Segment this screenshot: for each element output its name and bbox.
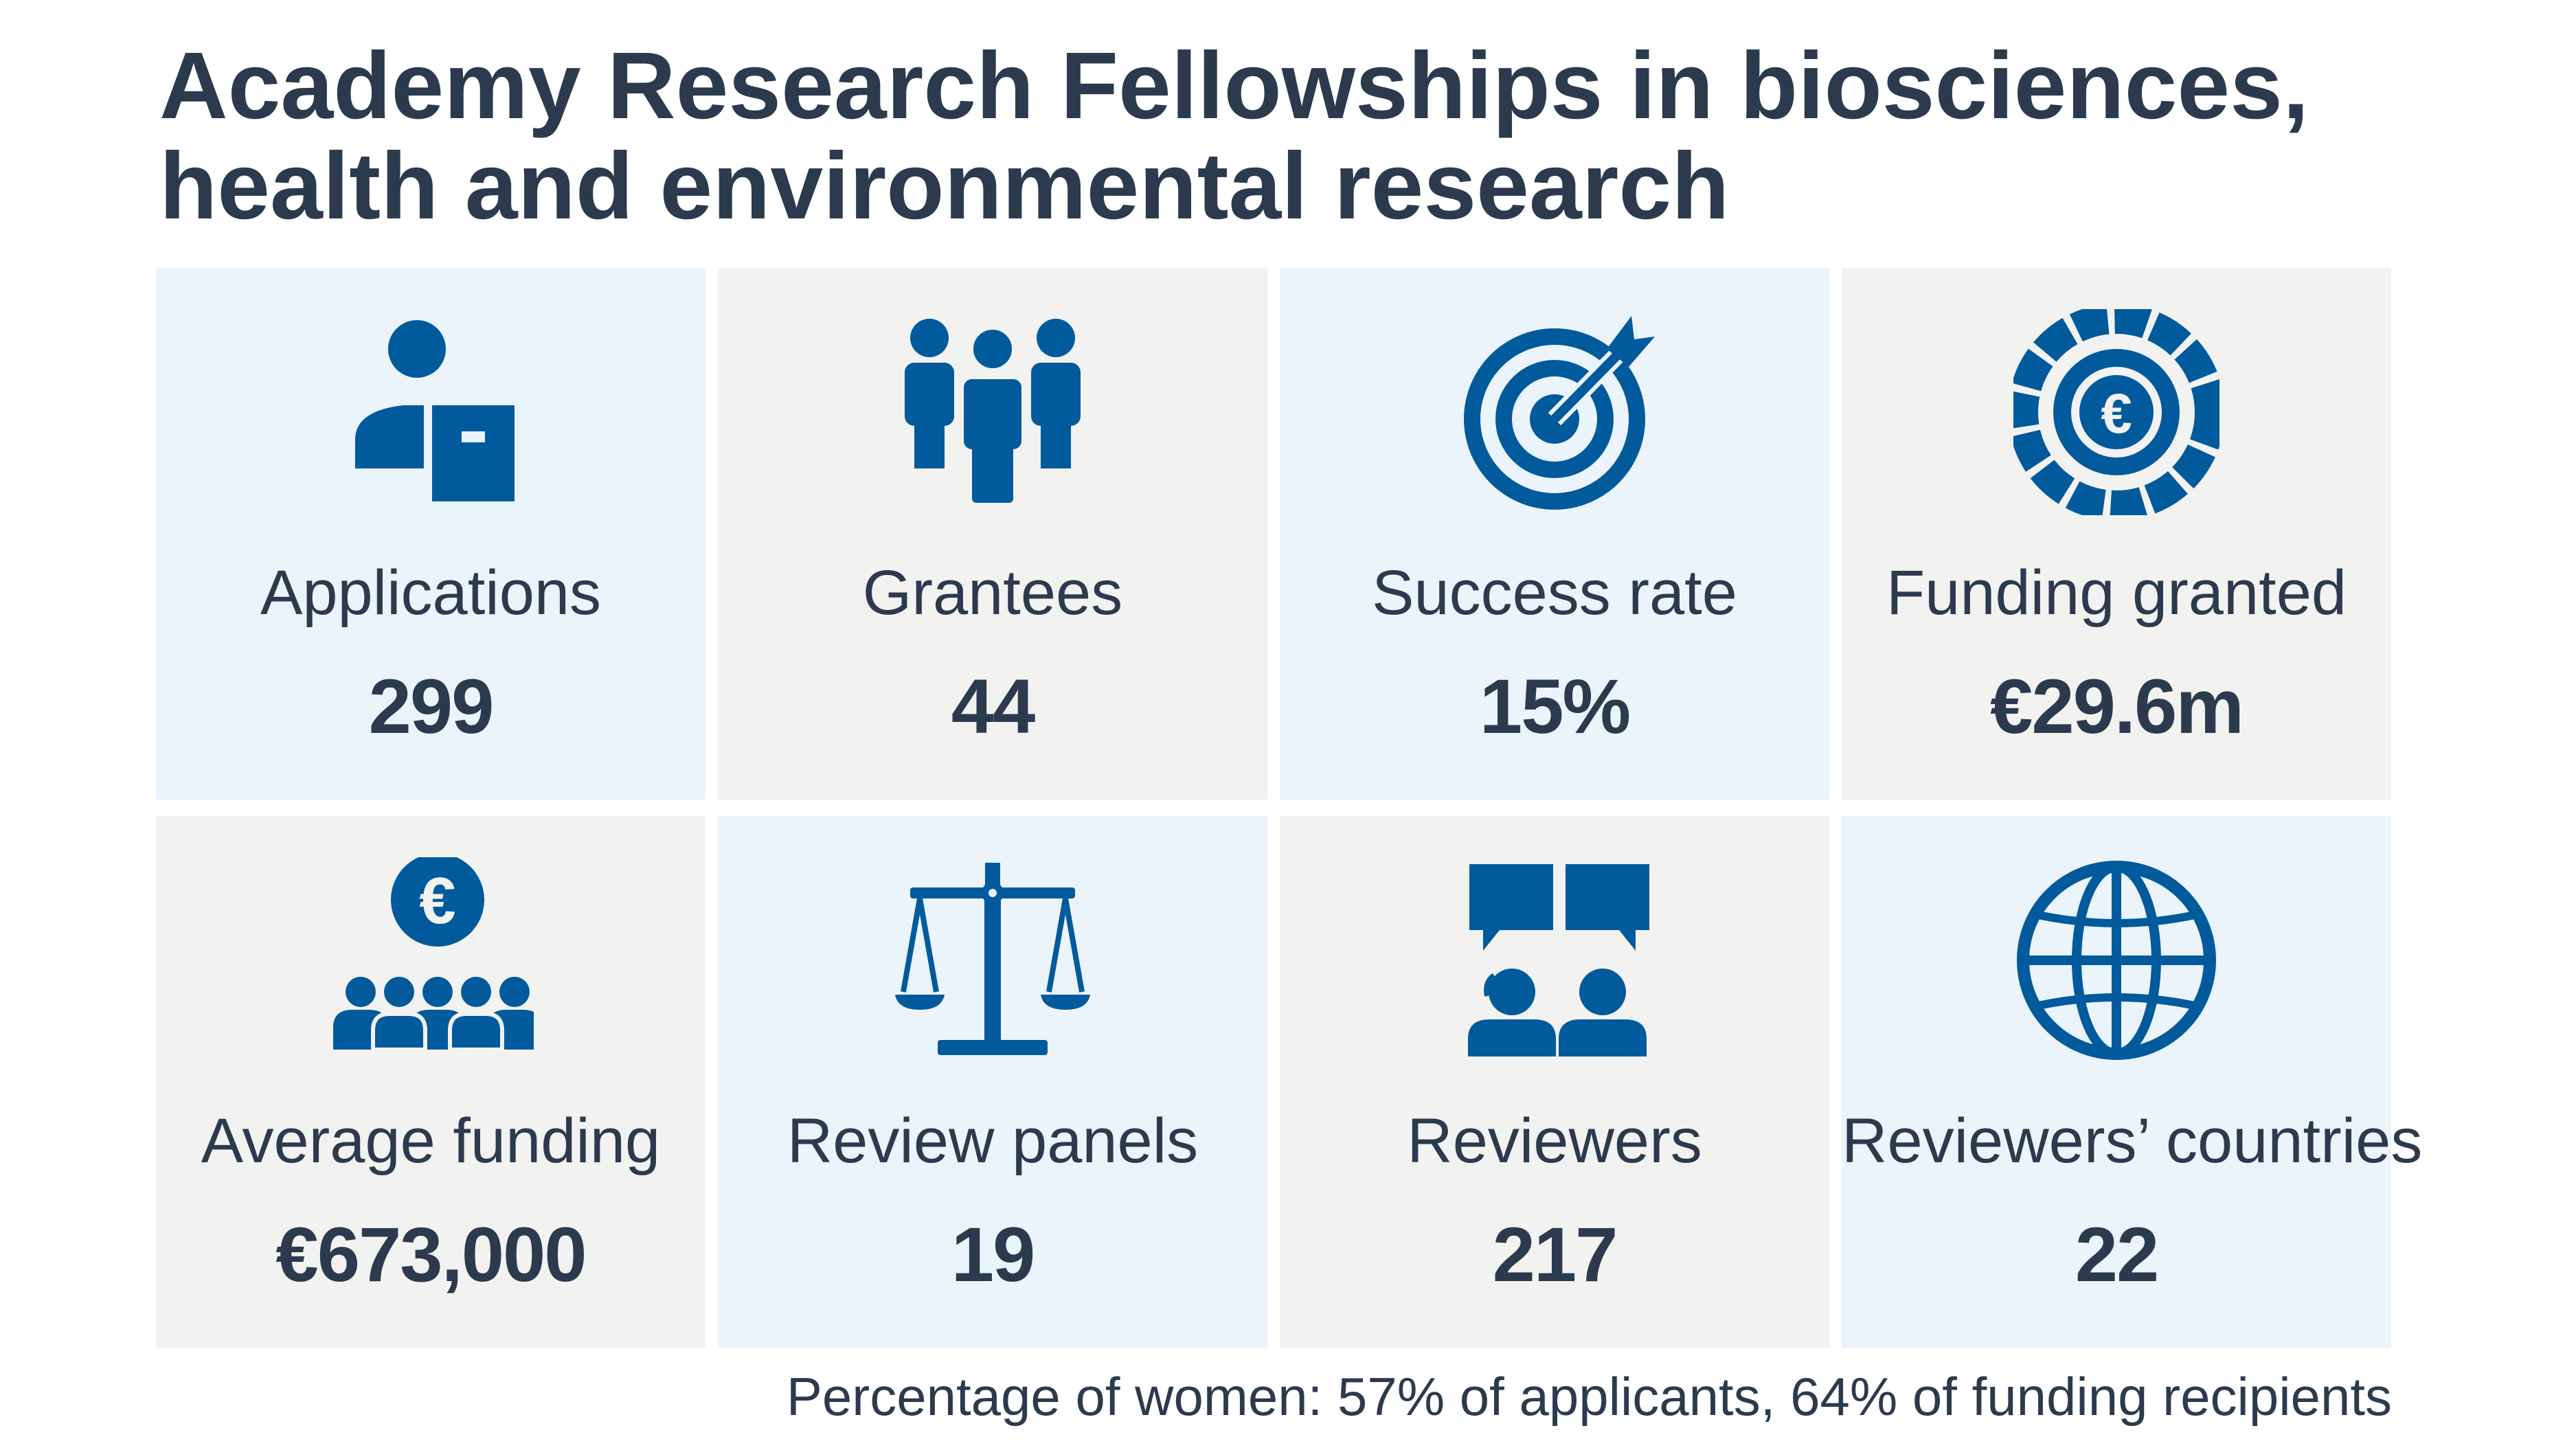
stat-tile-grantees: Grantees 44 [718, 268, 1267, 800]
footnote-recipients-text: of funding recipients [1897, 1366, 2392, 1427]
stat-label: Grantees [862, 558, 1123, 628]
stat-value: 15% [1479, 664, 1631, 749]
stat-value: €673,000 [275, 1212, 587, 1298]
stat-label: Reviewers’ countries [1842, 1106, 2423, 1176]
stat-label: Funding granted [1886, 558, 2347, 628]
stat-value: 22 [2075, 1212, 2160, 1298]
applicant-icon [328, 309, 534, 515]
footnote: Percentage of women: 57% of applicants, … [787, 1364, 2392, 1429]
stat-tile-applications: Applications 299 [156, 268, 705, 800]
stat-tile-reviewers-countries: Reviewers’ countries 22 [1842, 816, 2423, 1348]
stat-value: 19 [951, 1212, 1036, 1298]
stat-label: Reviewers [1407, 1106, 1702, 1176]
stat-label: Success rate [1372, 558, 1737, 628]
stat-tile-reviewers: Reviewers 217 [1280, 816, 1829, 1348]
footnote-prefix: Percentage of women: [786, 1366, 1337, 1427]
euro-coin-icon: € [2013, 309, 2219, 515]
stat-tile-average-funding: € Average funding €673,000 [156, 816, 705, 1348]
svg-text:€: € [419, 864, 455, 938]
globe-icon [2013, 857, 2219, 1063]
euro-group-icon: € [328, 857, 534, 1063]
stat-value: 217 [1492, 1212, 1618, 1298]
stat-label: Review panels [787, 1106, 1199, 1176]
stats-grid: Applications 299 Grantees 44 [156, 268, 2423, 1348]
group-icon [890, 309, 1096, 515]
scales-icon [890, 857, 1096, 1063]
svg-text:€: € [2101, 383, 2132, 445]
stat-value: 44 [951, 664, 1036, 749]
title-line-2: health and environmental research [159, 133, 1730, 239]
stat-label: Applications [260, 558, 602, 628]
reviewers-chat-icon [1451, 857, 1658, 1063]
footnote-recipients-value: 64% [1790, 1366, 1898, 1427]
stat-label: Average funding [201, 1106, 661, 1176]
stat-tile-funding-granted: € Funding granted €29.6m [1842, 268, 2391, 800]
stat-tile-success-rate: Success rate 15% [1280, 268, 1829, 800]
target-icon [1451, 309, 1658, 515]
footnote-applicants-value: 57% [1337, 1366, 1445, 1427]
title-line-1: Academy Research Fellowships in bioscien… [159, 33, 2309, 139]
stat-value: €29.6m [1990, 664, 2244, 749]
page-title: Academy Research Fellowships in bioscien… [159, 36, 2426, 236]
stat-value: 299 [368, 664, 495, 749]
stat-tile-review-panels: Review panels 19 [718, 816, 1267, 1348]
footnote-applicants-text: of applicants, [1445, 1366, 1791, 1427]
